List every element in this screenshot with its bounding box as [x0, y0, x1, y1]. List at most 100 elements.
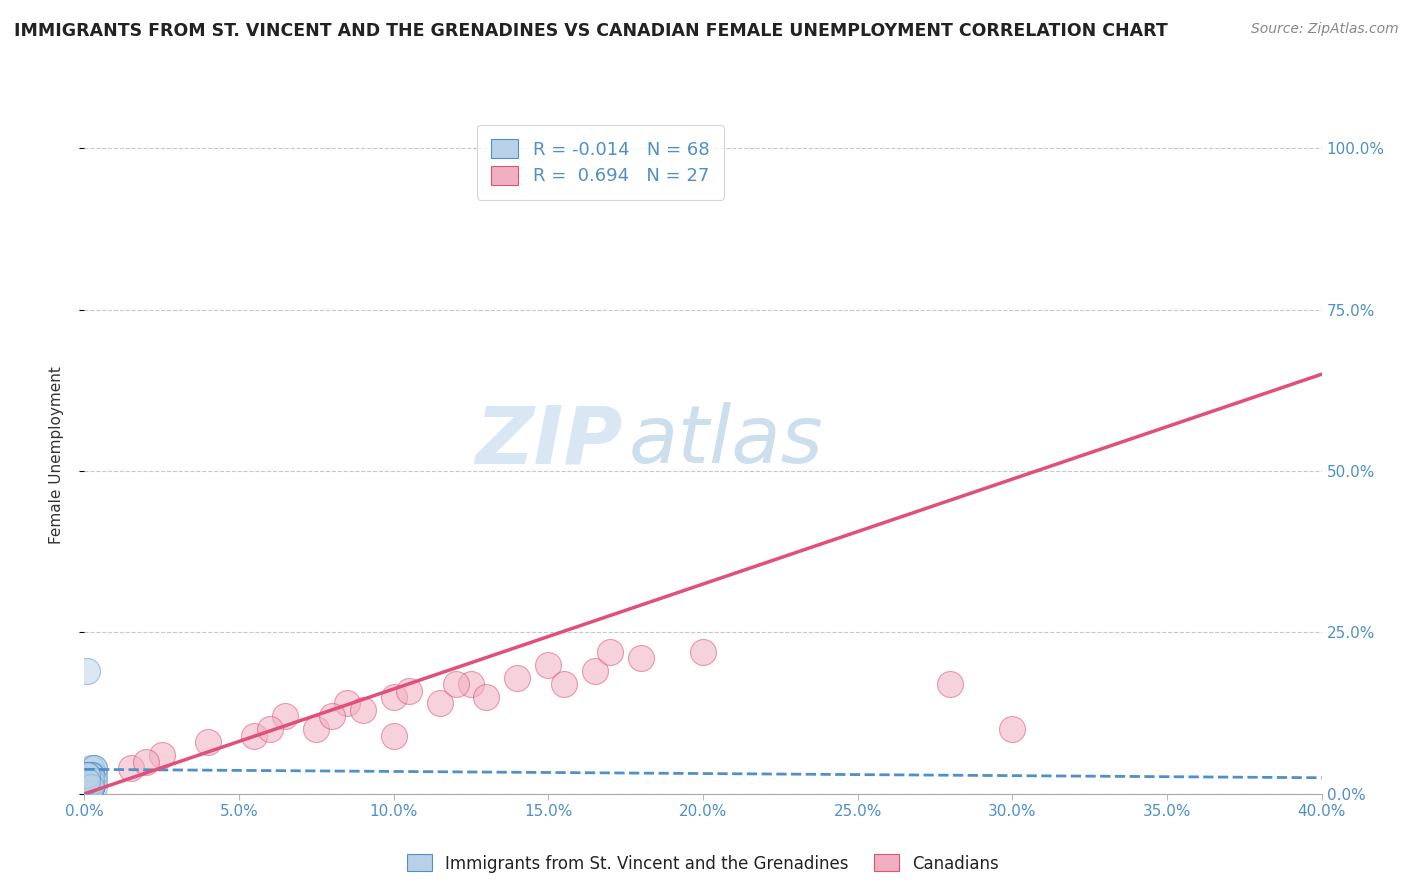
Point [76, 774, 98, 789]
Point [79, 780, 101, 795]
Point [79, 774, 101, 789]
Point [76, 774, 98, 789]
Point [321, 709, 343, 723]
Point [460, 677, 482, 691]
Point [76, 774, 98, 789]
Point [83, 761, 105, 775]
Point [135, 755, 157, 769]
Point [76, 780, 98, 795]
Point [76, 780, 98, 795]
Point [352, 703, 374, 717]
Point [939, 677, 962, 691]
Point [382, 729, 405, 743]
Point [83, 780, 105, 795]
Point [537, 657, 560, 672]
Point [76, 664, 98, 678]
Point [83, 767, 105, 781]
Point [76, 780, 98, 795]
Point [79, 780, 101, 795]
Point [76, 780, 98, 795]
Point [79, 767, 101, 781]
Point [76, 780, 98, 795]
Y-axis label: Female Unemployment: Female Unemployment [49, 366, 63, 544]
Point [76, 780, 98, 795]
Point [76, 767, 98, 781]
Point [79, 761, 101, 775]
Point [79, 767, 101, 781]
Point [79, 780, 101, 795]
Point [79, 767, 101, 781]
Point [79, 767, 101, 781]
Point [76, 780, 98, 795]
Point [76, 780, 98, 795]
Point [475, 690, 498, 704]
Point [79, 780, 101, 795]
Point [76, 774, 98, 789]
Point [150, 748, 173, 763]
Point [79, 774, 101, 789]
Point [79, 774, 101, 789]
Point [76, 780, 98, 795]
Point [79, 774, 101, 789]
Point [553, 677, 575, 691]
Text: Source: ZipAtlas.com: Source: ZipAtlas.com [1251, 22, 1399, 37]
Point [76, 767, 98, 781]
Point [506, 671, 529, 685]
Point [76, 767, 98, 781]
Point [76, 780, 98, 795]
Point [259, 723, 281, 737]
Point [76, 774, 98, 789]
Point [79, 774, 101, 789]
Point [76, 774, 98, 789]
Point [76, 767, 98, 781]
Point [79, 767, 101, 781]
Text: IMMIGRANTS FROM ST. VINCENT AND THE GRENADINES VS CANADIAN FEMALE UNEMPLOYMENT C: IMMIGRANTS FROM ST. VINCENT AND THE GREN… [14, 22, 1168, 40]
Legend: R = -0.014   N = 68, R =  0.694   N = 27: R = -0.014 N = 68, R = 0.694 N = 27 [477, 125, 724, 200]
Point [79, 780, 101, 795]
Point [76, 780, 98, 795]
Point [79, 774, 101, 789]
Point [79, 767, 101, 781]
Point [83, 774, 105, 789]
Point [76, 767, 98, 781]
Point [630, 651, 652, 665]
Point [243, 729, 266, 743]
Point [76, 774, 98, 789]
Point [79, 767, 101, 781]
Point [336, 697, 359, 711]
Point [305, 723, 328, 737]
Point [76, 774, 98, 789]
Point [382, 690, 405, 704]
Point [444, 677, 467, 691]
Point [79, 780, 101, 795]
Point [76, 774, 98, 789]
Point [120, 761, 142, 775]
Point [79, 774, 101, 789]
Point [1001, 723, 1024, 737]
Point [398, 683, 420, 698]
Point [692, 645, 714, 659]
Point [76, 780, 98, 795]
Point [76, 774, 98, 789]
Point [79, 767, 101, 781]
Point [79, 767, 101, 781]
Point [76, 774, 98, 789]
Point [76, 774, 98, 789]
Text: ZIP: ZIP [475, 402, 623, 481]
Point [79, 774, 101, 789]
Point [76, 767, 98, 781]
Point [79, 780, 101, 795]
Point [583, 664, 606, 678]
Point [429, 697, 451, 711]
Point [274, 709, 297, 723]
Point [76, 774, 98, 789]
Point [197, 735, 219, 749]
Text: atlas: atlas [628, 402, 824, 481]
Point [79, 780, 101, 795]
Point [83, 761, 105, 775]
Point [76, 767, 98, 781]
Point [79, 774, 101, 789]
Point [76, 780, 98, 795]
Legend: Immigrants from St. Vincent and the Grenadines, Canadians: Immigrants from St. Vincent and the Gren… [401, 847, 1005, 880]
Point [76, 774, 98, 789]
